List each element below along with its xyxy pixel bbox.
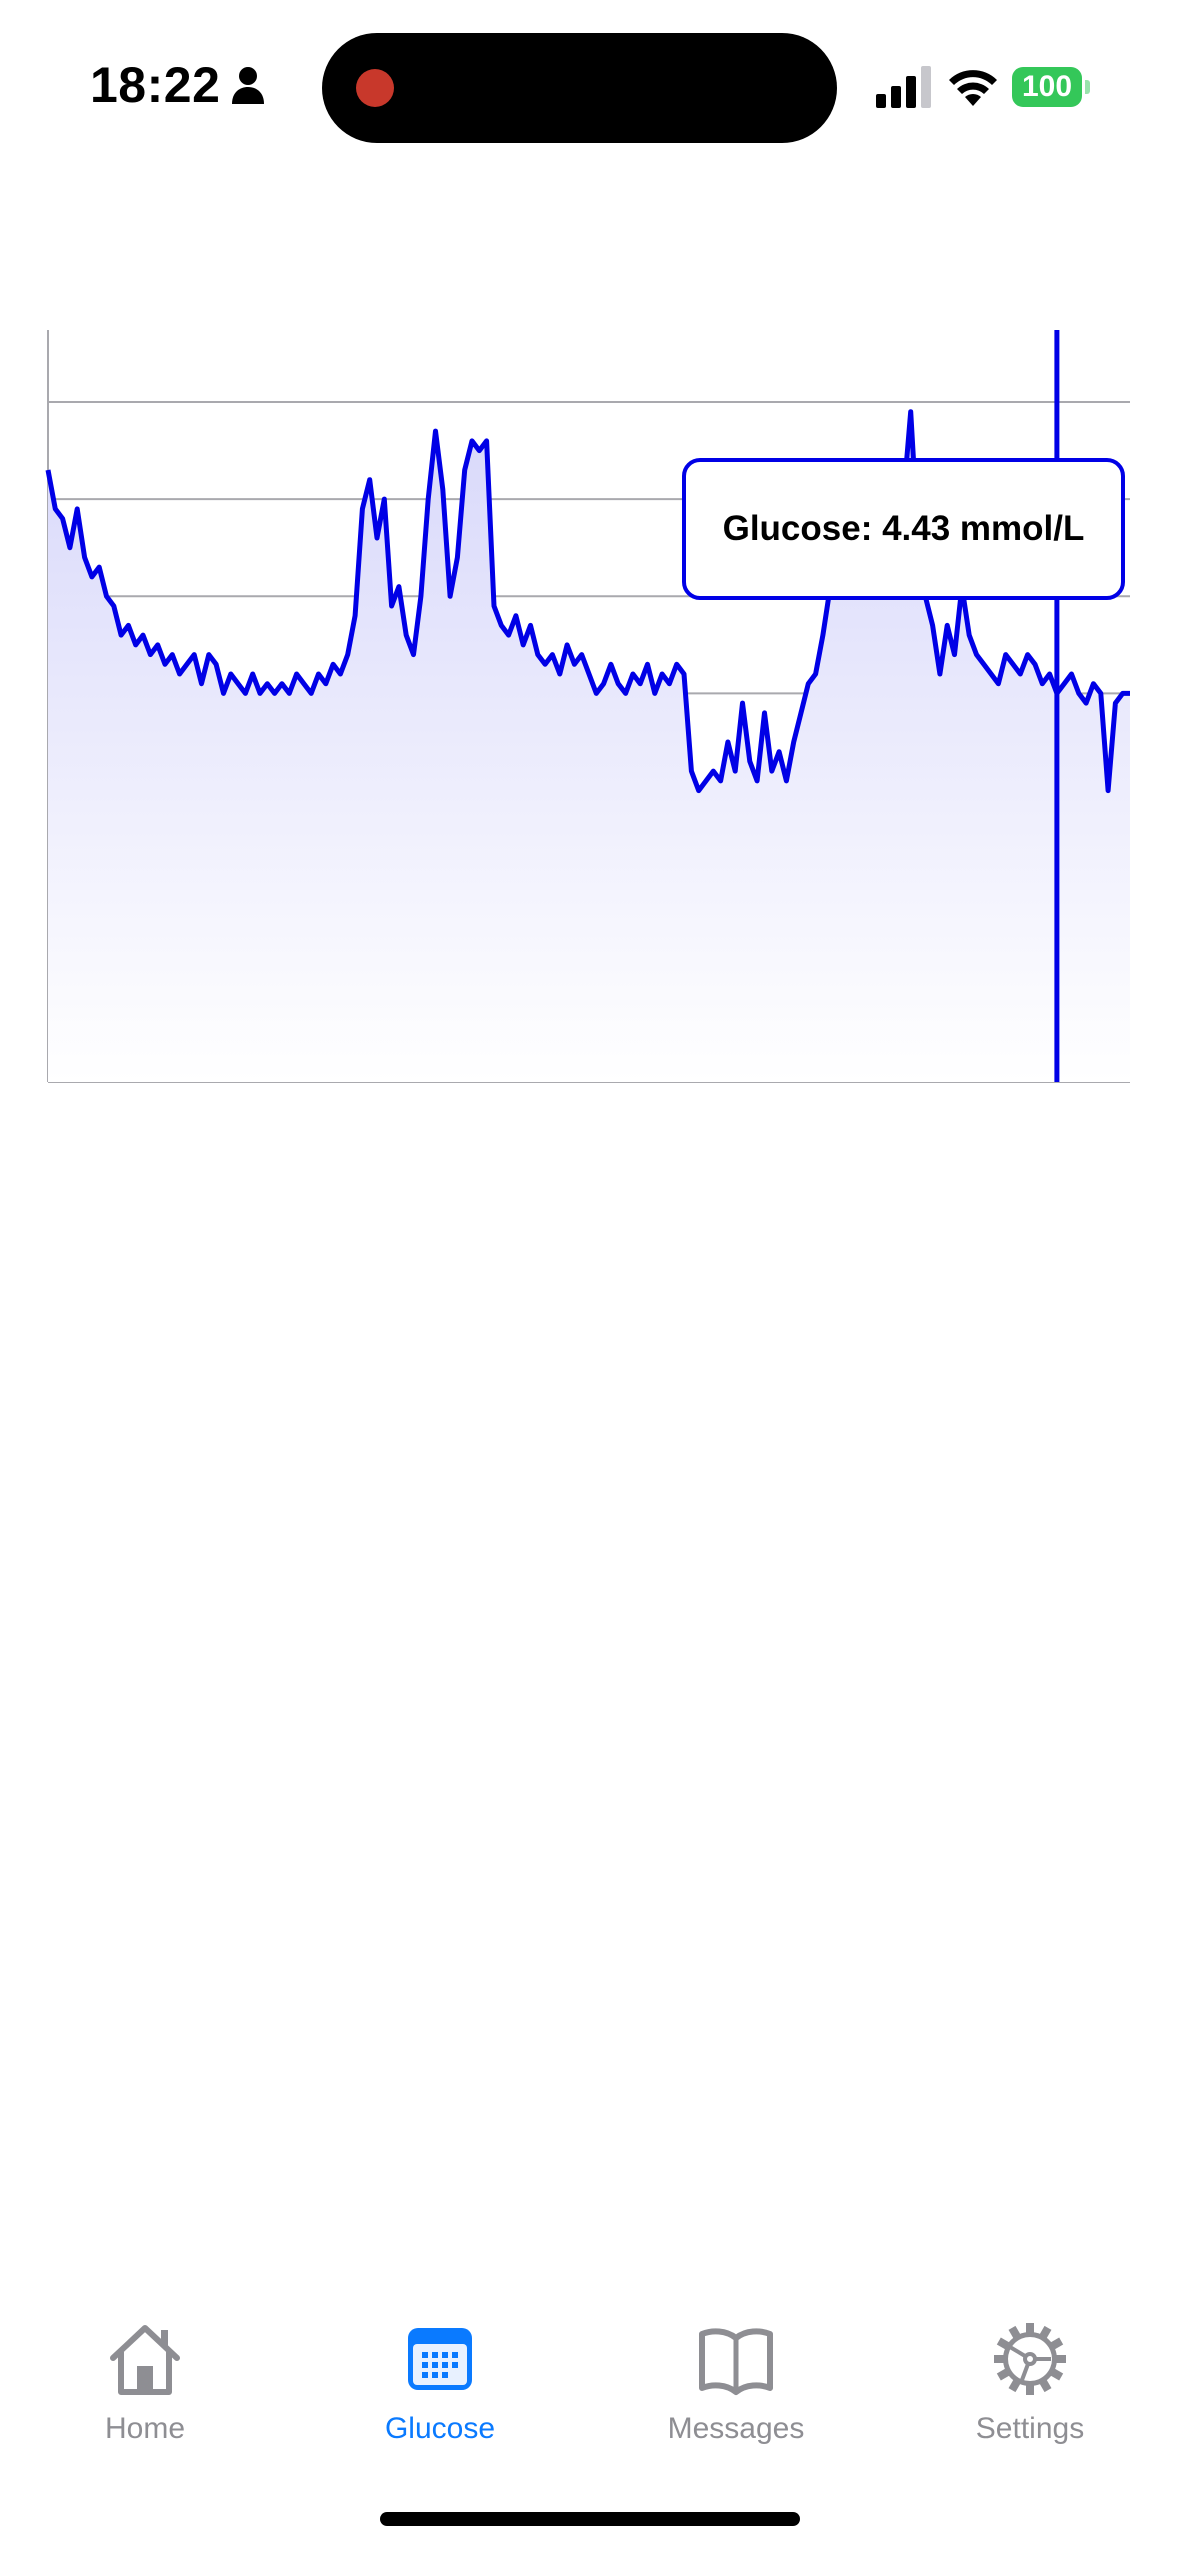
tab-bar: Home Glucose Messages bbox=[0, 2300, 1179, 2556]
tab-messages-label: Messages bbox=[667, 2412, 805, 2445]
cellular-signal-icon bbox=[876, 66, 931, 108]
battery-level: 100 bbox=[1012, 67, 1082, 107]
battery-icon: 100 bbox=[1012, 67, 1092, 107]
status-time: 18:22 bbox=[90, 57, 221, 113]
gear-icon bbox=[994, 2323, 1066, 2395]
glucose-chart-canvas[interactable] bbox=[0, 330, 1179, 1120]
house-icon bbox=[110, 2325, 180, 2395]
glucose-chart[interactable] bbox=[0, 330, 1179, 1120]
tab-home[interactable]: Home bbox=[45, 2300, 245, 2460]
home-indicator bbox=[380, 2512, 800, 2526]
dynamic-island bbox=[322, 33, 837, 143]
wifi-icon bbox=[949, 70, 997, 106]
calendar-icon bbox=[408, 2328, 472, 2390]
recording-indicator-icon bbox=[356, 69, 394, 107]
person-icon bbox=[232, 67, 264, 104]
tab-home-label: Home bbox=[104, 2412, 186, 2445]
book-icon bbox=[699, 2328, 773, 2395]
tab-settings[interactable]: Settings bbox=[930, 2300, 1130, 2460]
tab-messages[interactable]: Messages bbox=[636, 2300, 836, 2460]
status-bar: 18:22 100 bbox=[0, 0, 1179, 170]
tab-glucose[interactable]: Glucose bbox=[340, 2300, 540, 2460]
tab-settings-label: Settings bbox=[975, 2412, 1085, 2445]
glucose-tooltip: Glucose: 4.43 mmol/L bbox=[682, 458, 1125, 600]
tab-glucose-label: Glucose bbox=[384, 2412, 496, 2445]
glucose-line bbox=[45, 409, 1130, 794]
